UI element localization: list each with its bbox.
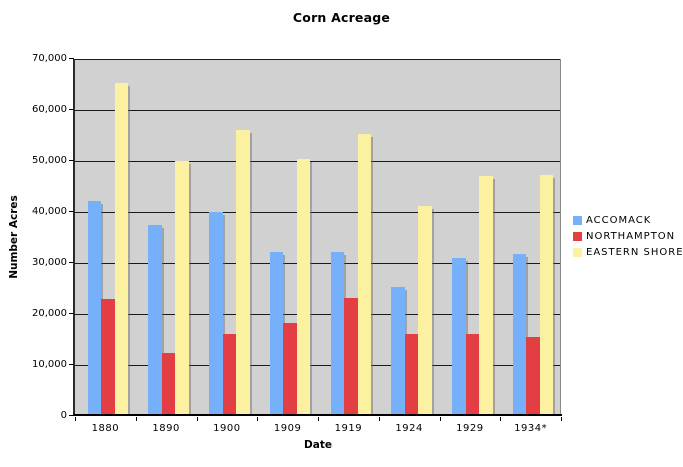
x-axis-line (73, 414, 562, 416)
plot-area (75, 59, 561, 416)
legend-label-accomack: ACCOMACK (586, 215, 652, 226)
bar-northampton-1929 (465, 334, 480, 416)
y-tick-mark (69, 211, 74, 212)
bar-group-1924 (379, 59, 440, 416)
bar-accomack-1919 (330, 252, 345, 416)
y-tick-mark (69, 109, 74, 110)
x-tick-label-1919: 1919 (334, 423, 363, 434)
legend-swatch-northampton (573, 232, 582, 241)
x-tick-label-1924: 1924 (395, 423, 423, 434)
bar-northampton-1909 (283, 322, 297, 416)
y-tick-label-60-000: 60,000 (32, 104, 67, 115)
gridline-30000 (75, 263, 560, 264)
bar-eastern-shore-1934 (539, 174, 554, 416)
y-tick-mark (69, 364, 74, 365)
gridline-60000 (75, 110, 560, 111)
y-tick-mark (69, 262, 74, 263)
legend-swatch-accomack (573, 216, 582, 225)
gridline-70000 (75, 59, 560, 60)
x-tick-mark (257, 417, 259, 421)
x-tick-label-1880: 1880 (91, 423, 120, 434)
bar-group-1900 (197, 59, 258, 416)
y-tick-label-40-000: 40,000 (32, 206, 67, 217)
x-tick-mark (75, 417, 76, 421)
bar-eastern-shore-1909 (296, 158, 311, 416)
y-tick-label-10-000: 10,000 (32, 359, 67, 370)
bar-northampton-1934 (526, 337, 540, 416)
bar-group-1880 (75, 59, 136, 416)
y-axis-line (73, 59, 75, 416)
x-tick-mark (500, 417, 502, 421)
gridline-10000 (75, 365, 560, 366)
bar-eastern-shore-1880 (114, 83, 129, 416)
x-tick-label-1909: 1909 (273, 423, 302, 434)
bar-eastern-shore-1890 (175, 161, 189, 416)
legend-item-eastern-shore: EASTERN SHORE (573, 247, 683, 258)
legend-item-northampton: NORTHAMPTON (573, 231, 683, 242)
gridline-50000 (75, 161, 560, 162)
bar-eastern-shore-1919 (357, 133, 372, 416)
bar-accomack-1929 (452, 257, 466, 416)
x-tick-mark (439, 417, 441, 421)
legend-swatch-eastern-shore (573, 248, 582, 257)
bar-group-1929 (440, 59, 501, 416)
bar-accomack-1934 (512, 253, 527, 416)
bar-group-1890 (136, 59, 197, 416)
x-tick-mark (378, 417, 380, 421)
bar-group-1934 (500, 59, 560, 416)
y-tick-mark (69, 313, 74, 314)
y-tick-label-20-000: 20,000 (32, 308, 67, 319)
legend-label-northampton: NORTHAMPTON (586, 231, 676, 242)
bar-group-1919 (318, 59, 379, 416)
y-tick-label-50-000: 50,000 (32, 155, 67, 166)
bar-northampton-1900 (222, 334, 237, 416)
legend-label-eastern-shore: EASTERN SHORE (586, 247, 683, 258)
bar-accomack-1924 (391, 286, 405, 416)
legend-item-accomack: ACCOMACK (573, 215, 683, 226)
gridline-40000 (75, 212, 560, 213)
gridline-20000 (75, 314, 560, 315)
bar-group-1909 (257, 59, 318, 416)
x-tick-label-1890: 1890 (152, 423, 180, 434)
bar-eastern-shore-1900 (236, 129, 250, 416)
y-tick-mark (69, 160, 74, 161)
x-tick-mark (561, 417, 562, 421)
y-tick-label-0: 0 (60, 410, 67, 421)
bar-accomack-1880 (87, 200, 102, 416)
y-tick-label-70-000: 70,000 (32, 53, 67, 64)
bar-accomack-1900 (209, 211, 223, 416)
x-tick-mark (196, 417, 198, 421)
chart-title: Corn Acreage (292, 10, 391, 25)
bar-eastern-shore-1924 (418, 206, 432, 416)
y-tick-mark (69, 415, 74, 416)
x-tick-mark (135, 417, 137, 421)
x-tick-mark (318, 417, 319, 421)
x-tick-label-1934: 1934* (514, 423, 548, 434)
legend: ACCOMACK NORTHAMPTON EASTERN SHORE (573, 215, 683, 263)
x-tick-label-1929: 1929 (456, 423, 484, 434)
bar-northampton-1924 (404, 334, 419, 416)
y-tick-mark (69, 58, 74, 59)
bar-accomack-1890 (148, 224, 162, 416)
x-tick-label-1900: 1900 (213, 423, 241, 434)
bar-northampton-1880 (101, 298, 115, 416)
bar-northampton-1919 (344, 298, 358, 416)
bar-eastern-shore-1929 (479, 176, 493, 416)
bar-northampton-1890 (161, 352, 176, 416)
bar-accomack-1909 (269, 252, 284, 416)
x-axis-title: Date (304, 439, 332, 451)
y-tick-label-30-000: 30,000 (32, 257, 67, 268)
